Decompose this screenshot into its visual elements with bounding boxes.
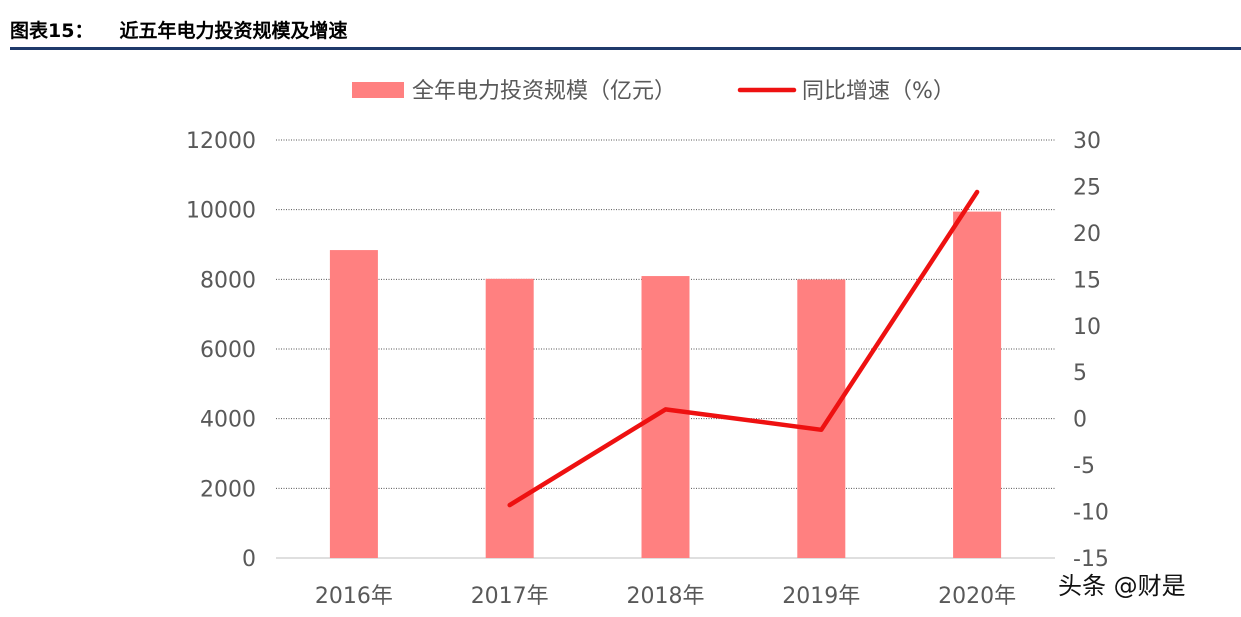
y-right-tick-label: 25: [1073, 175, 1101, 200]
legend-bar-label: 全年电力投资规模（亿元）: [412, 79, 676, 104]
y-right-tick-label: 15: [1073, 268, 1101, 293]
bar: [797, 279, 846, 558]
y-right-tick-label: -15: [1073, 547, 1109, 572]
y-left-tick-labels: 0 2000 4000 6000 8000 10000 12000: [186, 129, 256, 572]
growth-line: [507, 189, 980, 508]
x-tick-label: 2016年: [315, 584, 393, 609]
bar: [329, 250, 378, 558]
figure-header: 图表15： 近五年电力投资规模及增速: [0, 0, 1241, 52]
bar: [953, 211, 1002, 558]
y-right-tick-label: 30: [1073, 129, 1101, 154]
y-right-tick-label: -5: [1073, 454, 1095, 479]
x-tick-label: 2020年: [938, 584, 1016, 609]
y-left-tick-label: 6000: [200, 338, 256, 363]
line-series: [507, 189, 980, 508]
y-right-tick-label: -10: [1073, 501, 1109, 526]
legend: 全年电力投资规模（亿元） 同比增速（%）: [352, 79, 955, 104]
y-right-tick-label: 20: [1073, 222, 1101, 247]
figure-label: 图表15：: [10, 20, 94, 42]
y-left-tick-label: 8000: [200, 268, 256, 293]
watermark: 头条 @财是: [1058, 572, 1186, 600]
y-left-tick-label: 0: [242, 547, 256, 572]
figure-title: 图表15： 近五年电力投资规模及增速: [10, 16, 347, 43]
legend-line-label: 同比增速（%）: [802, 79, 955, 104]
y-right-tick-labels: -15 -10 -5 0 5 10 15 20 25 30: [1073, 129, 1109, 572]
y-right-tick-label: 0: [1073, 408, 1087, 433]
x-tick-label: 2019年: [782, 584, 860, 609]
x-tick-label: 2017年: [471, 584, 549, 609]
bar: [485, 278, 534, 558]
x-tick-label: 2018年: [627, 584, 705, 609]
bar: [641, 276, 690, 558]
figure-title-text: 近五年电力投资规模及增速: [119, 20, 348, 42]
y-left-tick-label: 4000: [200, 408, 256, 433]
bar-series: [329, 211, 1002, 558]
y-left-tick-label: 2000: [200, 477, 256, 502]
y-left-tick-label: 12000: [186, 129, 256, 154]
y-right-tick-label: 5: [1073, 361, 1087, 386]
header-rule: [10, 47, 1241, 50]
y-left-tick-label: 10000: [186, 199, 256, 224]
x-tick-labels: 2016年 2017年 2018年 2019年 2020年: [315, 584, 1016, 609]
legend-bar-swatch: [352, 82, 404, 98]
y-right-tick-label: 10: [1073, 315, 1101, 340]
